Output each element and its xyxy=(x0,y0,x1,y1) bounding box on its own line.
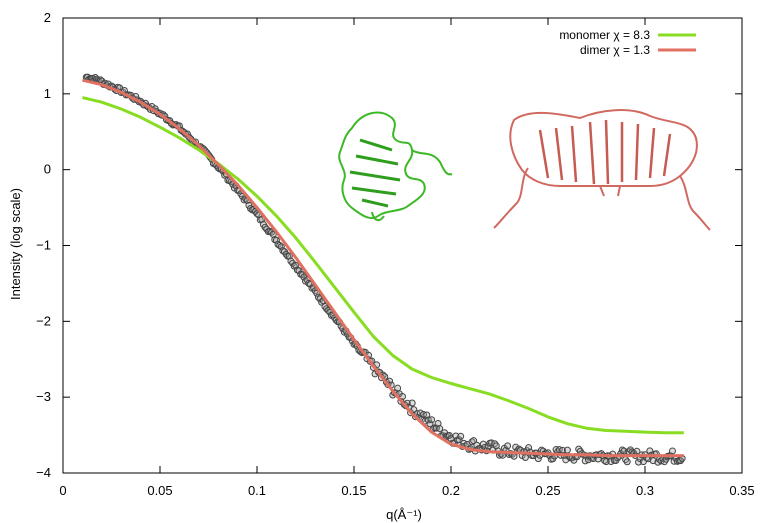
y-axis-label: Intensity (log scale) xyxy=(8,188,23,300)
fit-curves xyxy=(82,78,684,458)
series-line-dimer xyxy=(82,78,684,458)
experimental-data-points xyxy=(82,73,686,466)
plot-area xyxy=(62,17,743,474)
y-tick-label: −3 xyxy=(36,389,51,404)
data-point xyxy=(504,442,512,450)
y-tick-label: −4 xyxy=(36,465,51,480)
x-tick-label: 0.25 xyxy=(535,483,560,498)
data-point xyxy=(534,455,542,463)
axes: 0 0.05 0.1 0.15 0.2 0.25 0.3 0.35 2 1 0 −1 −2 −3 −4 xyxy=(36,10,754,498)
x-tick-label: 0.35 xyxy=(729,483,754,498)
plot-frame xyxy=(62,17,743,474)
x-tick-label: 0.3 xyxy=(636,483,654,498)
data-point xyxy=(623,458,631,466)
data-point xyxy=(408,399,416,407)
y-tick-label: 0 xyxy=(44,162,51,177)
series-line-monomer xyxy=(82,96,684,435)
x-tick-label: 0.15 xyxy=(341,483,366,498)
data-point xyxy=(423,411,431,419)
data-point xyxy=(457,432,465,440)
y-tick-label: −2 xyxy=(36,313,51,328)
y-tick-label: 2 xyxy=(44,10,51,25)
data-point xyxy=(428,416,436,424)
legend-label: monomer χ = 8.3 xyxy=(559,28,650,42)
data-point xyxy=(668,447,676,455)
x-tick-label: 0 xyxy=(59,483,66,498)
data-point xyxy=(563,446,571,454)
y-tick-label: 1 xyxy=(44,86,51,101)
dimer-structure-icon xyxy=(493,109,711,231)
legend-label: dimer χ = 1.3 xyxy=(580,43,650,57)
data-point xyxy=(521,453,529,461)
x-tick-label: 0.2 xyxy=(442,483,460,498)
data-point xyxy=(436,425,444,433)
y-tick-label: −1 xyxy=(36,238,51,253)
x-axis-label: q(Å⁻¹) xyxy=(386,507,422,522)
data-point xyxy=(455,436,463,444)
x-tick-label: 0.05 xyxy=(147,483,172,498)
data-point xyxy=(470,437,478,445)
x-tick-label: 0.1 xyxy=(248,483,266,498)
data-point xyxy=(399,393,406,401)
monomer-structure-icon xyxy=(338,111,453,222)
